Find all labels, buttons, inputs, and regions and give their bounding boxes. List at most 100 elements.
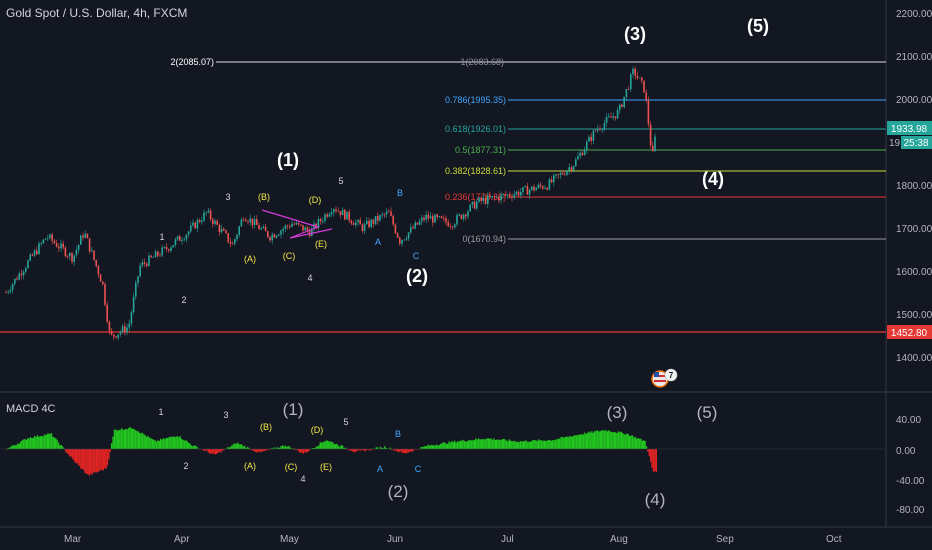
macd-bar-positive — [178, 437, 180, 449]
candle-up — [425, 214, 427, 220]
candle-down — [372, 219, 375, 224]
candle-down — [440, 216, 443, 219]
macd-bar-positive — [55, 438, 57, 449]
elliott-minor-waves[interactable]: 1 2 3 4 5 (A) (B) (C) (D) (E) A B C — [159, 176, 419, 305]
macd-bar-negative — [210, 449, 212, 454]
macd-bar-negative — [260, 449, 263, 452]
macd-bar-positive — [60, 444, 62, 449]
macd-bar-positive — [293, 448, 295, 449]
candlestick-series[interactable] — [5, 66, 656, 341]
macd-bar-negative — [70, 449, 72, 457]
macd-minor-label: 1 — [158, 407, 163, 417]
macd-bar-positive — [227, 446, 229, 449]
candle-down — [36, 250, 38, 255]
macd-axis[interactable]: 40.00 0.00 -40.00 -80.00 — [896, 415, 925, 516]
macd-histogram[interactable] — [6, 427, 657, 476]
price-tick: 2200.00 — [896, 9, 932, 20]
elliott-main-waves[interactable]: (1) (2) (3) (4) (5) — [277, 16, 769, 286]
current-price-badge[interactable]: 1933.98 19 25:38 — [887, 121, 932, 149]
macd-bar-positive — [315, 446, 317, 449]
indicator-title[interactable]: MACD 4C — [6, 403, 56, 415]
candle-up — [544, 187, 546, 189]
macd-bar-positive — [111, 443, 113, 449]
macd-bar-negative — [78, 449, 81, 466]
macd-bar-positive — [601, 430, 603, 449]
macd-bar-positive — [463, 440, 466, 449]
candle-up — [137, 276, 139, 283]
macd-bar-positive — [188, 442, 190, 449]
macd-bar-positive — [637, 438, 639, 449]
macd-bar-positive — [238, 444, 240, 449]
macd-bar-positive — [193, 445, 195, 449]
candle-up — [249, 218, 251, 223]
macd-bar-positive — [557, 438, 559, 449]
candle-up — [592, 130, 595, 141]
candle-up — [284, 225, 287, 229]
macd-bar-positive — [53, 437, 55, 449]
macd-bar-negative — [85, 449, 88, 474]
candle-up — [42, 239, 45, 244]
candle-up — [141, 262, 144, 266]
macd-bar-positive — [482, 439, 484, 449]
macd-bar-negative — [360, 449, 362, 451]
candle-down — [212, 219, 214, 224]
candle-down — [5, 292, 7, 293]
flag-stripe — [654, 380, 666, 382]
macd-bar-positive — [451, 441, 453, 449]
candle-up — [330, 212, 333, 215]
time-label: Mar — [64, 534, 82, 545]
price-axis[interactable]: 2200.00 2100.00 2000.00 1800.00 1700.00 … — [896, 9, 932, 364]
macd-bar-positive — [134, 430, 137, 449]
macd-bar-positive — [507, 441, 509, 449]
support-price-badge[interactable]: 1452.80 — [887, 325, 932, 339]
macd-minor-label: (E) — [320, 462, 332, 472]
candle-up — [172, 245, 174, 248]
time-axis[interactable]: Mar Apr May Jun Jul Aug Sep Oct — [64, 534, 842, 545]
events-badge[interactable]: 7 — [651, 368, 678, 388]
macd-bar-positive — [519, 440, 522, 449]
macd-bar-positive — [151, 439, 153, 449]
macd-bar-negative — [308, 449, 310, 452]
candle-down — [539, 184, 542, 187]
macd-bar-positive — [24, 439, 26, 449]
macd-bar-negative — [399, 449, 401, 452]
macd-bar-positive — [21, 440, 23, 449]
macd-bar-positive — [596, 430, 599, 449]
candle-down — [168, 249, 170, 251]
macd-bar-positive — [335, 444, 337, 449]
macd-tick: -40.00 — [896, 476, 925, 487]
macd-bar-positive — [132, 428, 134, 449]
macd-bar-positive — [49, 433, 51, 449]
fib-retracement[interactable]: 2(2085.07) 1(2083.68) 0.786(1995.35) 0.6… — [170, 57, 886, 244]
symbol-title[interactable]: Gold Spot / U.S. Dollar, 4h, FXCM — [6, 6, 188, 20]
macd-bar-positive — [241, 444, 243, 449]
candle-up — [91, 250, 93, 252]
candle-up — [135, 282, 137, 297]
candle-up — [346, 211, 348, 220]
macd-bar-positive — [539, 440, 541, 449]
candle-down — [526, 186, 529, 195]
macd-bar-negative — [259, 449, 261, 453]
candle-up — [22, 271, 25, 276]
candle-down — [209, 210, 212, 220]
macd-minor-waves[interactable]: 1 2 3 4 5 (A) (B) (C) (D) (E) A B C — [158, 407, 421, 484]
macd-bar-positive — [497, 439, 499, 449]
candle-down — [108, 321, 111, 331]
candle-down — [86, 233, 89, 239]
triangle-pattern[interactable] — [261, 209, 333, 239]
candle-down — [289, 226, 291, 228]
candle-down — [359, 220, 361, 225]
macd-main-waves[interactable]: (1) (2) (3) (4) (5) — [283, 400, 718, 509]
candle-up — [33, 250, 36, 256]
macd-bar-positive — [568, 436, 571, 449]
macd-bar-negative — [69, 449, 71, 457]
candle-up — [381, 214, 383, 216]
macd-bar-positive — [535, 439, 537, 449]
candle-up — [515, 191, 518, 195]
candle-down — [517, 191, 520, 196]
price-partial: 19 — [889, 138, 901, 149]
candle-down — [348, 211, 350, 221]
macd-bar-positive — [428, 445, 431, 449]
macd-bar-positive — [462, 439, 464, 449]
